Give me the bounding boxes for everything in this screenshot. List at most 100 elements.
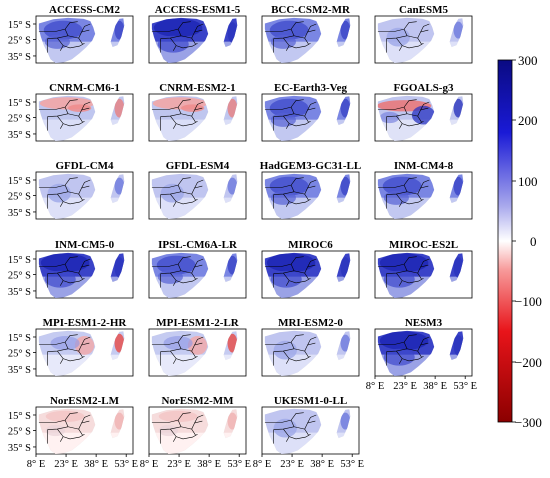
panel-title: INM-CM4-8 [394, 160, 454, 172]
country-border [82, 337, 91, 345]
map-panel: NESM3 8° E 23° E 38° E 53° E [366, 317, 477, 392]
madagascar-coastline [224, 18, 238, 47]
country-border [283, 351, 289, 364]
country-border [387, 107, 407, 116]
country-border [181, 36, 196, 44]
colorbar-tick-label: 200 [518, 113, 538, 128]
map-panel: GFDL-ESM4 [149, 160, 247, 219]
anomaly-patch [47, 183, 71, 203]
lon-tick-label: 8° E [27, 459, 46, 470]
panel-title: FGOALS-g3 [394, 82, 454, 94]
madagascar-coastline [224, 253, 238, 282]
country-border [274, 185, 294, 194]
madagascar-coastline [450, 174, 464, 203]
lon-tick-label: 8° E [140, 459, 159, 470]
country-border [82, 415, 91, 423]
country-border [308, 180, 317, 188]
madagascar-coastline [450, 18, 464, 47]
lat-tick-label: 15° S [8, 20, 31, 31]
anomaly-patch [382, 176, 422, 196]
country-border [407, 36, 422, 44]
anomaly-patch [411, 105, 436, 125]
panel-title: CanESM5 [399, 4, 448, 16]
map-panel: INM-CM5-0 15° S 25° S 35° S [8, 239, 134, 298]
anomaly-patch [74, 336, 95, 355]
anomaly-patch [379, 111, 400, 124]
country-border [421, 337, 430, 345]
country-border [418, 108, 429, 116]
lon-tick-label: 38° E [423, 381, 447, 392]
panel-title: MIROC6 [288, 239, 333, 251]
africa-coastline [152, 253, 208, 298]
map-panel: MIROC-ES2L [375, 239, 473, 298]
anomaly-patch [187, 336, 208, 355]
lat-tick-label: 25° S [8, 427, 31, 438]
anomaly-patch [50, 336, 80, 351]
africa-coastline [152, 18, 208, 63]
panel-title: INM-CM5-0 [55, 239, 115, 251]
lat-tick-label: 15° S [8, 411, 31, 422]
country-border [176, 199, 197, 204]
map-panel: UKESM1-0-LL 8° E 23° E 38° E 53° E [253, 395, 364, 470]
lon-tick-label: 8° E [366, 381, 385, 392]
country-border [305, 265, 316, 273]
anomaly-patch [383, 270, 415, 288]
country-border [39, 22, 78, 32]
country-border [161, 107, 181, 116]
country-border [283, 273, 289, 286]
country-border [161, 185, 181, 194]
country-border [176, 434, 197, 439]
colorbar-tick-label: 0 [530, 234, 537, 249]
map-panel: EC-Earth3-Veg [262, 82, 360, 141]
panel-title: UKESM1-0-LL [274, 395, 347, 407]
country-border [289, 199, 310, 204]
lon-tick-label: 38° E [310, 459, 334, 470]
map-panel: NorESM2-MM 8° E 23° E 38° E 53° E [140, 395, 251, 470]
country-border [192, 108, 203, 116]
anomaly-patch [160, 183, 184, 203]
anomaly-patch [227, 412, 238, 430]
map-panel: INM-CM4-8 [375, 160, 473, 219]
madagascar-coastline [450, 96, 464, 125]
panel-title: NESM3 [405, 317, 443, 329]
anomaly-patch [158, 424, 179, 437]
country-border [195, 259, 204, 267]
anomaly-patch [153, 18, 203, 38]
lat-tick-label: 35° S [8, 52, 31, 63]
panel-title: CNRM-ESM2-1 [159, 82, 235, 94]
lat-tick-label: 35° S [8, 365, 31, 376]
lat-tick-label: 25° S [8, 192, 31, 203]
anomaly-patch [157, 35, 189, 53]
anomaly-patch [156, 255, 196, 275]
madagascar-coastline [337, 96, 351, 125]
map-panel: FGOALS-g3 [375, 82, 473, 141]
madagascar-coastline [224, 174, 238, 203]
africa-coastline [39, 96, 95, 141]
colorbar-tick-label: 100 [518, 174, 538, 189]
panel-title: BCC-CSM2-MR [271, 4, 351, 16]
country-border [305, 421, 316, 429]
panel-title: NorESM2-MM [161, 395, 234, 407]
panel-title: CNRM-CM6-1 [49, 82, 120, 94]
panel-title: NorESM2-LM [50, 395, 120, 407]
country-border [161, 29, 181, 38]
madagascar-coastline [337, 18, 351, 47]
lon-tick-label: 23° E [280, 459, 304, 470]
country-border [305, 30, 316, 38]
country-border [48, 29, 68, 38]
country-border [305, 186, 316, 194]
country-border [79, 343, 90, 351]
country-border [170, 351, 176, 364]
country-border [421, 180, 430, 188]
country-border [176, 121, 197, 126]
anomaly-patch [379, 253, 429, 273]
country-border [308, 102, 317, 110]
map-panel: MPI-ESM1-2-HR 15° S 25° S 35° S [8, 317, 134, 376]
country-border [82, 180, 91, 188]
map-panel: CNRM-ESM2-1 [149, 82, 247, 141]
country-border [396, 351, 402, 364]
madagascar-coastline [111, 96, 125, 125]
panel-title: HadGEM3-GC31-LL [260, 160, 361, 172]
anomaly-patch [40, 253, 90, 273]
anomaly-patch [43, 20, 83, 40]
